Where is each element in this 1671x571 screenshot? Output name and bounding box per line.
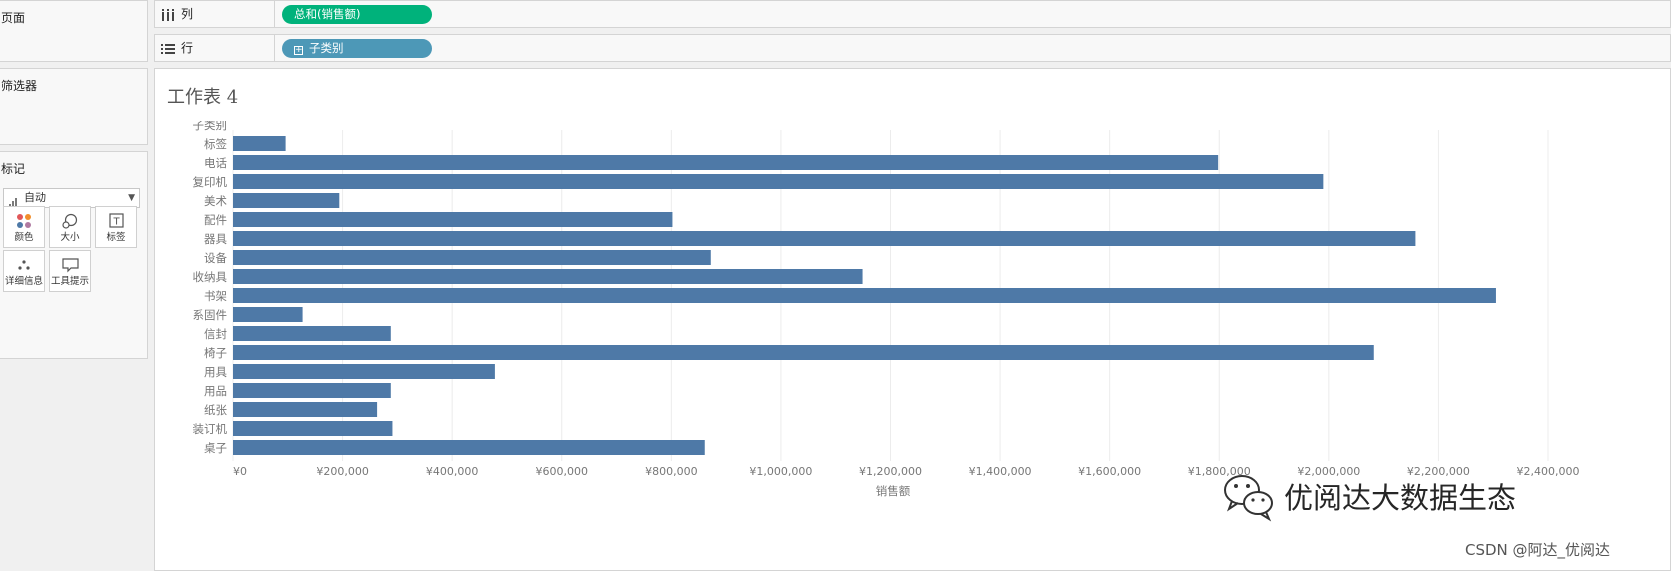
tooltip-button-label: 工具提示 <box>50 276 89 287</box>
columns-icon <box>162 8 174 21</box>
chevron-down-icon: ▼ <box>128 193 135 203</box>
mark-type-dropdown[interactable]: 自动 ▼ <box>3 188 140 208</box>
x-tick-label: ¥1,800,000 <box>1188 465 1251 478</box>
category-label: 复印机 <box>193 175 228 189</box>
subcategory-pill-label: 子类别 <box>309 41 344 55</box>
x-tick-label: ¥800,000 <box>645 465 698 478</box>
rows-shelf-label: 行 <box>161 35 193 61</box>
sum-sales-pill[interactable]: 总和(销售额) <box>282 5 432 24</box>
watermark-text: 优阅达大数据生态 <box>1284 481 1517 515</box>
size-button-label: 大小 <box>60 232 80 243</box>
bar-书架[interactable] <box>233 288 1496 303</box>
filters-panel[interactable]: 筛选器 <box>0 68 148 145</box>
bar-复印机[interactable] <box>233 174 1324 189</box>
category-header: 子类别 <box>193 121 228 132</box>
x-tick-label: ¥0 <box>233 465 247 478</box>
label-button-label: 标签 <box>106 232 126 243</box>
detail-dots-icon <box>18 260 30 270</box>
shelf-divider <box>274 1 275 27</box>
x-tick-label: ¥2,200,000 <box>1407 465 1470 478</box>
category-label: 器具 <box>204 232 227 246</box>
mark-type-value: 自动 <box>24 191 46 204</box>
shelf-divider <box>274 35 275 61</box>
x-tick-label: ¥1,000,000 <box>749 465 812 478</box>
category-label: 标签 <box>204 137 227 151</box>
category-label: 书架 <box>204 289 227 303</box>
rows-icon <box>161 43 175 54</box>
bar-用具[interactable] <box>233 364 495 379</box>
category-label: 纸张 <box>204 403 227 417</box>
category-label: 系固件 <box>193 308 228 322</box>
x-tick-label: ¥1,400,000 <box>969 465 1032 478</box>
category-label: 设备 <box>204 251 227 265</box>
pages-panel[interactable]: 页面 <box>0 0 148 62</box>
worksheet: 工作表 4 标签电话复印机美术配件器具设备收纳具书架系固件信封椅子用具用品纸张装… <box>154 68 1671 571</box>
category-label: 用具 <box>204 365 227 379</box>
columns-label-text: 列 <box>181 7 194 21</box>
tooltip-button[interactable]: 工具提示 <box>49 250 91 292</box>
category-label: 收纳具 <box>193 270 228 284</box>
size-icon <box>62 213 78 229</box>
wechat-logo-icon <box>1224 475 1273 522</box>
marks-title: 标记 <box>1 162 26 176</box>
rows-shelf[interactable]: 行 + 子类别 <box>154 34 1671 62</box>
bar-chart-icon <box>9 190 19 208</box>
category-label: 用品 <box>204 384 227 398</box>
subcategory-pill[interactable]: + 子类别 <box>282 39 432 58</box>
bar-收纳具[interactable] <box>233 269 863 284</box>
expand-plus-icon[interactable]: + <box>294 45 303 55</box>
label-button[interactable]: T 标签 <box>95 206 137 248</box>
tooltip-icon <box>62 258 79 273</box>
csdn-watermark: CSDN @阿达_优阅达 <box>1465 541 1611 559</box>
category-label: 桌子 <box>204 441 227 455</box>
bar-设备[interactable] <box>233 250 711 265</box>
detail-button-label: 详细信息 <box>4 276 43 287</box>
x-tick-label: ¥2,400,000 <box>1517 465 1580 478</box>
category-label: 配件 <box>204 213 227 227</box>
category-label: 信封 <box>204 327 227 341</box>
detail-button[interactable]: 详细信息 <box>3 250 45 292</box>
bar-用品[interactable] <box>233 383 391 398</box>
bar-电话[interactable] <box>233 155 1219 170</box>
bar-器具[interactable] <box>233 231 1416 246</box>
x-tick-label: ¥1,200,000 <box>859 465 922 478</box>
rows-label-text: 行 <box>181 41 194 55</box>
size-button[interactable]: 大小 <box>49 206 91 248</box>
text-label-icon: T <box>109 213 124 228</box>
sheet-title: 工作表 4 <box>167 87 239 108</box>
x-tick-label: ¥2,000,000 <box>1297 465 1360 478</box>
columns-shelf-label: 列 <box>161 1 193 27</box>
category-label: 电话 <box>204 156 227 170</box>
x-tick-label: ¥400,000 <box>426 465 479 478</box>
filters-title: 筛选器 <box>1 79 38 93</box>
bar-椅子[interactable] <box>233 345 1374 360</box>
x-tick-label: ¥1,600,000 <box>1078 465 1141 478</box>
x-axis-title: 销售额 <box>876 484 911 498</box>
bar-美术[interactable] <box>233 193 340 208</box>
bar-信封[interactable] <box>233 326 391 341</box>
x-tick-label: ¥200,000 <box>316 465 369 478</box>
category-label: 装订机 <box>193 422 228 436</box>
category-label: 美术 <box>204 194 227 208</box>
color-dots-icon <box>17 214 31 228</box>
columns-shelf[interactable]: 列 总和(销售额) <box>154 0 1671 28</box>
bar-配件[interactable] <box>233 212 673 227</box>
bar-标签[interactable] <box>233 136 286 151</box>
color-button-label: 颜色 <box>14 232 34 243</box>
pages-title: 页面 <box>1 11 26 25</box>
svg-text:T: T <box>112 217 120 228</box>
bar-装订机[interactable] <box>233 421 393 436</box>
bar-纸张[interactable] <box>233 402 378 417</box>
x-tick-label: ¥600,000 <box>536 465 589 478</box>
bar-系固件[interactable] <box>233 307 303 322</box>
bar-桌子[interactable] <box>233 440 705 455</box>
marks-panel: 标记 自动 ▼ 颜色 大小 T 标签 详细信息 工具提示 <box>0 151 148 359</box>
category-label: 椅子 <box>204 346 227 360</box>
color-button[interactable]: 颜色 <box>3 206 45 248</box>
